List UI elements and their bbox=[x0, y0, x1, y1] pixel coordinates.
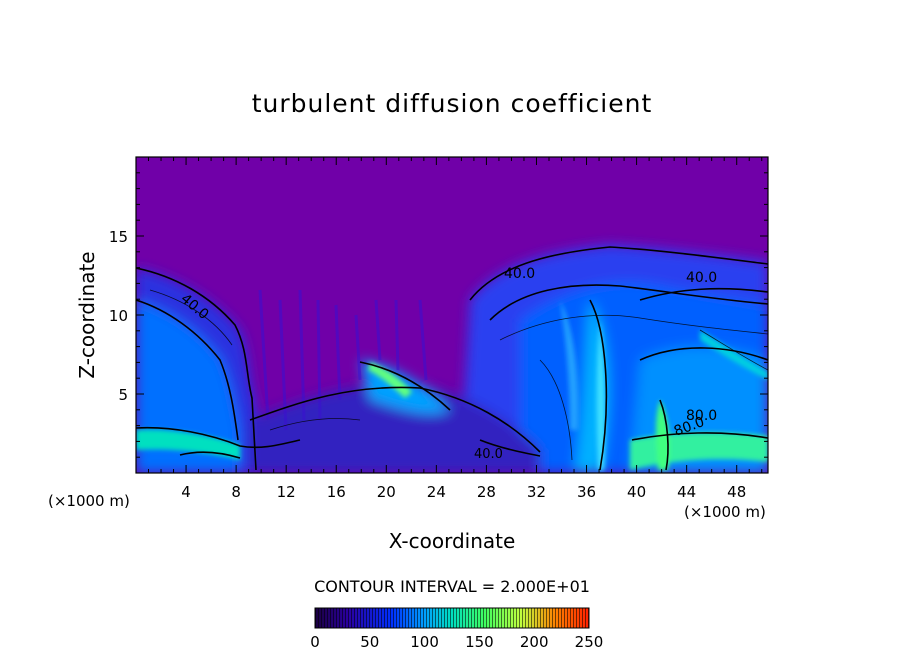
x-unit-left: (×1000 m) bbox=[48, 492, 130, 510]
y-tick-label: 5 bbox=[118, 386, 128, 404]
x-tick-label: 16 bbox=[327, 483, 346, 501]
x-tick-label: 8 bbox=[231, 483, 241, 501]
x-tick-label: 24 bbox=[427, 483, 446, 501]
x-tick-label: 36 bbox=[577, 483, 596, 501]
x-tick-label: 44 bbox=[677, 483, 696, 501]
colorbar-tick-label: 250 bbox=[575, 633, 604, 651]
contour-lines bbox=[136, 246, 768, 471]
y-tick-labels: 5 10 15 bbox=[109, 228, 128, 404]
contour-label: 40.0 bbox=[504, 266, 535, 282]
colorbar-tick-label: 0 bbox=[310, 633, 320, 651]
colorbar-tick-labels: 0 50 100 150 200 250 bbox=[310, 633, 603, 651]
x-tick-label: 40 bbox=[627, 483, 646, 501]
colorbar-tick-label: 200 bbox=[520, 633, 549, 651]
colorbar-tick-label: 50 bbox=[360, 633, 379, 651]
x-tick-label: 20 bbox=[377, 483, 396, 501]
contour-label: 40.0 bbox=[686, 270, 717, 286]
x-tick-label: 28 bbox=[477, 483, 496, 501]
chart-title: turbulent diffusion coefficient bbox=[252, 89, 653, 118]
y-axis-label: Z-coordinate bbox=[75, 251, 99, 378]
x-unit-right: (×1000 m) bbox=[684, 503, 766, 521]
x-tick-label: 48 bbox=[727, 483, 746, 501]
x-tick-label: 4 bbox=[181, 483, 191, 501]
contour-label: 40.0 bbox=[474, 447, 503, 462]
plot-field bbox=[136, 157, 768, 473]
axis-ticks bbox=[136, 157, 768, 473]
x-axis-label: X-coordinate bbox=[389, 529, 516, 553]
colorbar bbox=[314, 607, 590, 629]
colorbar-tick-label: 100 bbox=[410, 633, 439, 651]
colorbar-tick-label: 150 bbox=[465, 633, 494, 651]
x-tick-label: 12 bbox=[277, 483, 296, 501]
contour-interval: CONTOUR INTERVAL = 2.000E+01 bbox=[314, 577, 590, 596]
contour-label: 80.0 bbox=[686, 408, 717, 424]
y-tick-label: 10 bbox=[109, 307, 128, 325]
x-tick-labels: 4 8 12 16 20 24 28 32 36 40 44 48 bbox=[181, 483, 746, 501]
x-tick-label: 32 bbox=[527, 483, 546, 501]
y-tick-label: 15 bbox=[109, 228, 128, 246]
